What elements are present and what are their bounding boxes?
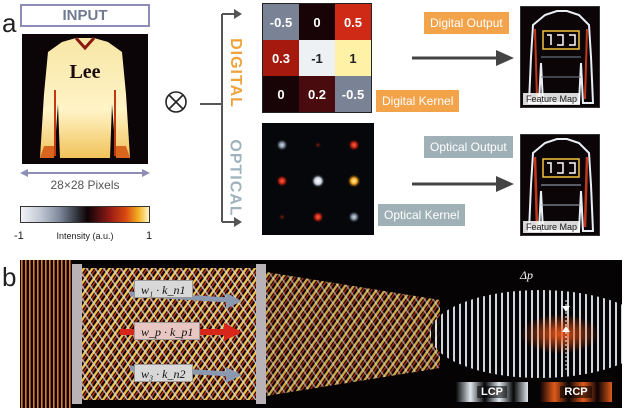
optical-kernel-image [262, 123, 374, 235]
optical-output-arrow [412, 176, 514, 192]
digital-word-text: DIGITAL [227, 38, 244, 108]
kernel-cell-0-0: -0.5 [263, 4, 299, 40]
input-image: Lee [22, 34, 148, 164]
colorbar-max-label: 1 [146, 230, 153, 242]
optical-kernel-spots [276, 139, 361, 223]
colorbar-min-label: -1 [14, 230, 24, 242]
convolution-operator-icon [165, 91, 187, 113]
optical-word-text: OPTICAL [227, 139, 244, 217]
optical-feature-map: Feature Map [520, 134, 600, 236]
digital-branch-label: DIGITAL [224, 28, 246, 118]
digital-kernel-label: Digital Kernel [376, 90, 460, 112]
w1-kn1-label: w₁ · k_n1 [134, 280, 193, 298]
kernel-cell-1-0: 0.3 [263, 40, 299, 76]
w3-kn2-label: w₃ · k_n2 [134, 364, 193, 382]
rcp-legend: RCP [540, 382, 612, 402]
optical-branch-label: OPTICAL [224, 128, 246, 228]
wp-kp1-label: w_p · k_p1 [134, 322, 201, 340]
intensity-colorbar [20, 206, 150, 223]
kernel-cell-1-2: 1 [335, 40, 371, 76]
lcp-label: LCP [477, 386, 507, 398]
digital-feature-map: Feature Map [520, 6, 600, 108]
shirt-graphic: Lee [22, 34, 148, 164]
panel-b-letter: b [2, 262, 17, 292]
pixel-dimension-arrow [20, 169, 150, 177]
lcp-legend: LCP [456, 382, 528, 402]
rcp-label: RCP [560, 386, 592, 398]
feature-map-label-bottom: Feature Map [523, 221, 581, 233]
feature-map-label-top: Feature Map [523, 93, 581, 105]
input-label: INPUT [20, 4, 150, 27]
shirt-text: Lee [69, 61, 100, 83]
kernel-cell-0-1: 0 [299, 4, 335, 40]
kernel-cell-2-1: 0.2 [299, 76, 335, 112]
kernel-cell-1-1: -1 [299, 40, 335, 76]
optical-kernel-label: Optical Kernel [378, 204, 466, 226]
branch-bracket [200, 9, 242, 227]
delta-p-label: Δp [520, 268, 534, 282]
digital-output-label: Digital Output [424, 12, 509, 34]
kernel-cell-2-2: -0.5 [335, 76, 371, 112]
digital-kernel-grid: -0.5 0 0.5 0.3 -1 1 0 0.2 -0.5 [262, 3, 372, 113]
pixels-label: 28×28 Pixels [50, 178, 120, 192]
kernel-cell-2-0: 0 [263, 76, 299, 112]
kernel-cell-0-2: 0.5 [335, 4, 371, 40]
colorbar-title: Intensity (a.u.) [56, 231, 114, 241]
digital-feature-map-image [527, 10, 595, 104]
optical-output-label: Optical Output [424, 136, 513, 158]
optical-feature-map-image [527, 138, 595, 232]
panel-a-letter: a [2, 8, 17, 38]
digital-output-arrow [412, 50, 514, 66]
